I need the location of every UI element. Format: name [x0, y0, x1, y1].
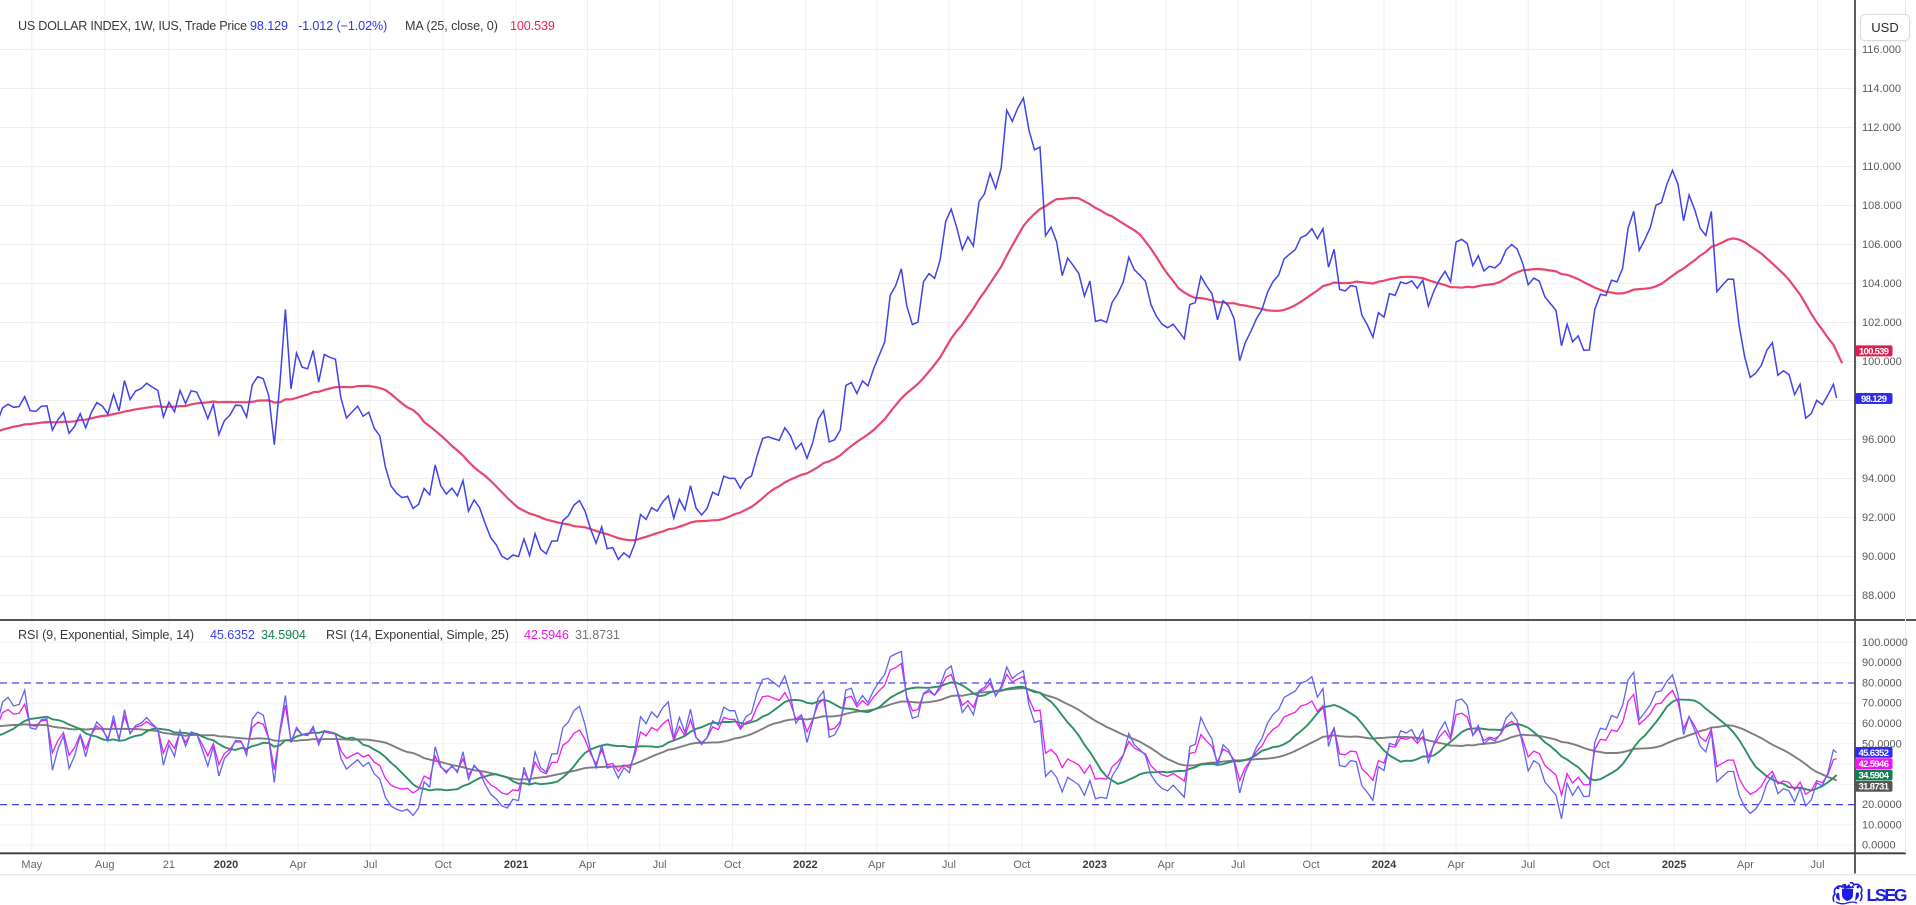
svg-text:Apr: Apr — [290, 859, 307, 871]
svg-text:Jul: Jul — [1810, 859, 1824, 871]
svg-text:94.000: 94.000 — [1862, 473, 1896, 485]
svg-text:20.0000: 20.0000 — [1862, 799, 1902, 811]
svg-text:110.000: 110.000 — [1862, 161, 1901, 173]
svg-text:2023: 2023 — [1082, 859, 1106, 871]
svg-text:98.129: 98.129 — [1861, 394, 1887, 405]
svg-text:LSEG: LSEG — [1867, 885, 1908, 905]
svg-text:0.0000: 0.0000 — [1862, 840, 1896, 852]
svg-text:Oct: Oct — [724, 859, 741, 871]
svg-text:10.0000: 10.0000 — [1862, 819, 1902, 831]
svg-text:Oct: Oct — [1013, 859, 1030, 871]
svg-text:Oct: Oct — [1593, 859, 1610, 871]
svg-text:Oct: Oct — [1303, 859, 1320, 871]
svg-text:2021: 2021 — [504, 859, 528, 871]
svg-text:Jul: Jul — [363, 859, 377, 871]
svg-text:Jul: Jul — [1521, 859, 1535, 871]
svg-text:31.8731: 31.8731 — [1859, 782, 1890, 793]
svg-text:100.539: 100.539 — [1859, 346, 1889, 357]
svg-text:60.0000: 60.0000 — [1862, 718, 1902, 730]
svg-text:106.000: 106.000 — [1862, 239, 1902, 251]
svg-text:Apr: Apr — [1737, 859, 1754, 871]
svg-text:96.000: 96.000 — [1862, 434, 1896, 446]
svg-text:88.000: 88.000 — [1862, 590, 1896, 602]
svg-text:Jul: Jul — [653, 859, 667, 871]
svg-text:Apr: Apr — [1157, 859, 1174, 871]
svg-text:Apr: Apr — [1448, 859, 1465, 871]
svg-text:May: May — [21, 859, 42, 871]
svg-text:108.000: 108.000 — [1862, 200, 1902, 212]
svg-text:102.000: 102.000 — [1862, 317, 1902, 329]
svg-text:Aug: Aug — [95, 859, 115, 871]
svg-text:Apr: Apr — [868, 859, 885, 871]
svg-text:90.0000: 90.0000 — [1862, 657, 1902, 669]
svg-text:112.000: 112.000 — [1862, 122, 1901, 134]
svg-text:Apr: Apr — [579, 859, 596, 871]
svg-text:Jul: Jul — [1231, 859, 1245, 871]
svg-text:2025: 2025 — [1662, 859, 1686, 871]
svg-text:2020: 2020 — [214, 859, 238, 871]
svg-text:42.5946: 42.5946 — [1859, 759, 1890, 770]
svg-text:80.0000: 80.0000 — [1862, 678, 1902, 690]
svg-text:116.000: 116.000 — [1862, 44, 1901, 56]
svg-text:Oct: Oct — [435, 859, 452, 871]
svg-text:2022: 2022 — [793, 859, 817, 871]
svg-text:2024: 2024 — [1372, 859, 1397, 871]
svg-text:70.0000: 70.0000 — [1862, 698, 1902, 710]
svg-text:90.000: 90.000 — [1862, 551, 1896, 563]
svg-text:114.000: 114.000 — [1862, 83, 1901, 95]
svg-text:92.000: 92.000 — [1862, 512, 1896, 524]
svg-text:34.5904: 34.5904 — [1859, 770, 1890, 781]
svg-text:104.000: 104.000 — [1862, 278, 1902, 290]
svg-text:21: 21 — [163, 859, 175, 871]
svg-text:45.6352: 45.6352 — [1859, 748, 1890, 759]
svg-text:Jul: Jul — [942, 859, 956, 871]
svg-text:100.000: 100.000 — [1862, 356, 1902, 368]
svg-text:100.0000: 100.0000 — [1862, 637, 1908, 649]
